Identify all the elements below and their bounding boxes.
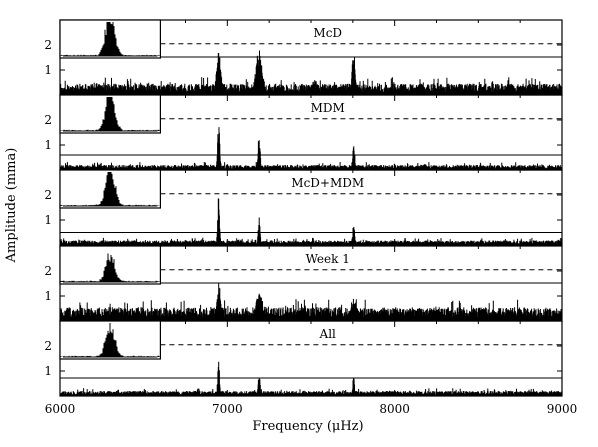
y-tick-label: 1 xyxy=(44,138,52,152)
x-axis-label: Frequency (μHz) xyxy=(252,419,363,434)
x-tick-label: 7000 xyxy=(212,402,243,416)
y-axis-label: Amplitude (mma) xyxy=(4,148,19,264)
panel-label: MDM xyxy=(311,101,345,115)
spectrum-trace xyxy=(59,127,563,170)
panel-5: 1 2 All xyxy=(44,320,563,397)
y-tick-label: 1 xyxy=(44,364,52,378)
panel-2: 1 2 MDM xyxy=(44,94,563,171)
y-tick-label: 2 xyxy=(44,264,52,278)
x-tick-label: 9000 xyxy=(547,402,578,416)
panel-3: 1 2 McD+MDM xyxy=(44,169,563,246)
panel-label: McD+MDM xyxy=(291,176,364,190)
y-tick-label: 1 xyxy=(44,213,52,227)
spectrum-trace xyxy=(59,50,563,95)
panels-layer: 1 2 McD 1 2 MDM 1 2 McD+MDM 1 2 Week 1 1 2 All xyxy=(44,19,563,397)
y-tick-label: 1 xyxy=(44,289,52,303)
spectrum-trace xyxy=(59,361,563,396)
panel-label: All xyxy=(319,327,337,341)
panel-1: 1 2 McD xyxy=(44,19,563,96)
x-axis: 6000 7000 8000 9000 xyxy=(45,402,578,416)
y-tick-label: 1 xyxy=(44,63,52,77)
y-tick-label: 2 xyxy=(44,339,52,353)
y-tick-label: 2 xyxy=(44,38,52,52)
panel-4: 1 2 Week 1 xyxy=(44,245,563,322)
panel-label: Week 1 xyxy=(306,252,350,266)
x-tick-label: 8000 xyxy=(379,402,410,416)
y-tick-label: 2 xyxy=(44,113,52,127)
panel-label: McD xyxy=(313,26,342,40)
spectrum-trace xyxy=(59,282,563,321)
spectrum-trace xyxy=(59,198,563,245)
x-tick-label: 6000 xyxy=(45,402,76,416)
y-tick-label: 2 xyxy=(44,188,52,202)
